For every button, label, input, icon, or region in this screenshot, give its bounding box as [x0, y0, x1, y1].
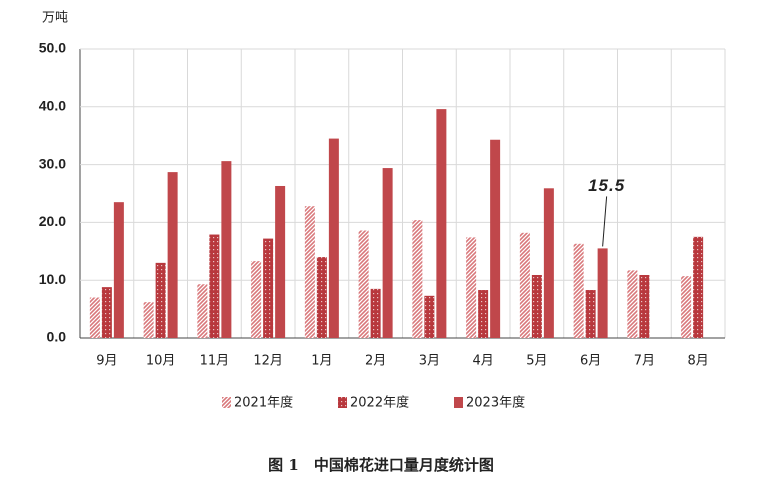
bar [412, 220, 423, 338]
legend-swatch [454, 397, 463, 408]
bar [627, 270, 638, 338]
bar [197, 284, 208, 338]
bar [478, 290, 489, 338]
x-tick-label: 6月 [580, 354, 601, 369]
bar [436, 109, 447, 338]
legend-swatch [338, 397, 347, 408]
legend-swatch [222, 397, 231, 408]
x-tick-label: 7月 [634, 354, 655, 369]
bar [370, 288, 381, 338]
bar [382, 168, 393, 338]
chart-caption: 图 1 中国棉花进口量月度统计图 [268, 456, 494, 474]
bar [263, 238, 274, 338]
bar [316, 257, 327, 338]
y-tick-label: 50.0 [39, 40, 66, 56]
y-axis-unit: 万吨 [42, 11, 68, 26]
y-tick-label: 20.0 [39, 213, 66, 229]
y-tick-label: 40.0 [39, 98, 66, 114]
x-tick-label: 5月 [526, 354, 547, 369]
bar [167, 172, 178, 338]
x-tick-label: 1月 [311, 354, 332, 369]
bar [681, 276, 692, 338]
x-tick-label: 12月 [253, 354, 283, 369]
bar [519, 232, 530, 338]
bar [639, 274, 650, 338]
legend-label: 2021年度 [234, 395, 293, 411]
x-tick-label: 8月 [687, 354, 708, 369]
x-tick-label: 4月 [472, 354, 493, 369]
value-label: 15.5 [588, 176, 625, 195]
bar [275, 185, 286, 338]
bar [543, 188, 554, 338]
x-tick-label: 11月 [200, 354, 230, 369]
bar [89, 297, 100, 338]
y-tick-label: 30.0 [39, 155, 66, 171]
bar [155, 262, 166, 338]
bar [531, 274, 542, 338]
bar [490, 139, 501, 338]
x-tick-label: 10月 [146, 354, 176, 369]
x-tick-label: 3月 [419, 354, 440, 369]
legend-label: 2023年度 [466, 395, 525, 411]
bar [585, 290, 596, 338]
y-tick-label: 10.0 [39, 271, 66, 287]
y-tick-label: 0.0 [47, 329, 67, 345]
x-tick-label: 2月 [365, 354, 386, 369]
bar [101, 287, 112, 338]
bar [693, 236, 704, 338]
bar [358, 230, 369, 338]
bar [597, 248, 608, 338]
bar [143, 302, 154, 338]
annotation-line [602, 196, 608, 247]
bar [113, 202, 124, 338]
bar [328, 138, 339, 338]
bar [304, 206, 315, 338]
bar [221, 161, 232, 338]
bar [573, 243, 584, 338]
x-tick-label: 9月 [96, 354, 117, 369]
bar [251, 261, 262, 338]
bar [209, 234, 220, 338]
bar [466, 237, 477, 338]
legend-label: 2022年度 [350, 395, 409, 411]
bar [424, 295, 435, 338]
